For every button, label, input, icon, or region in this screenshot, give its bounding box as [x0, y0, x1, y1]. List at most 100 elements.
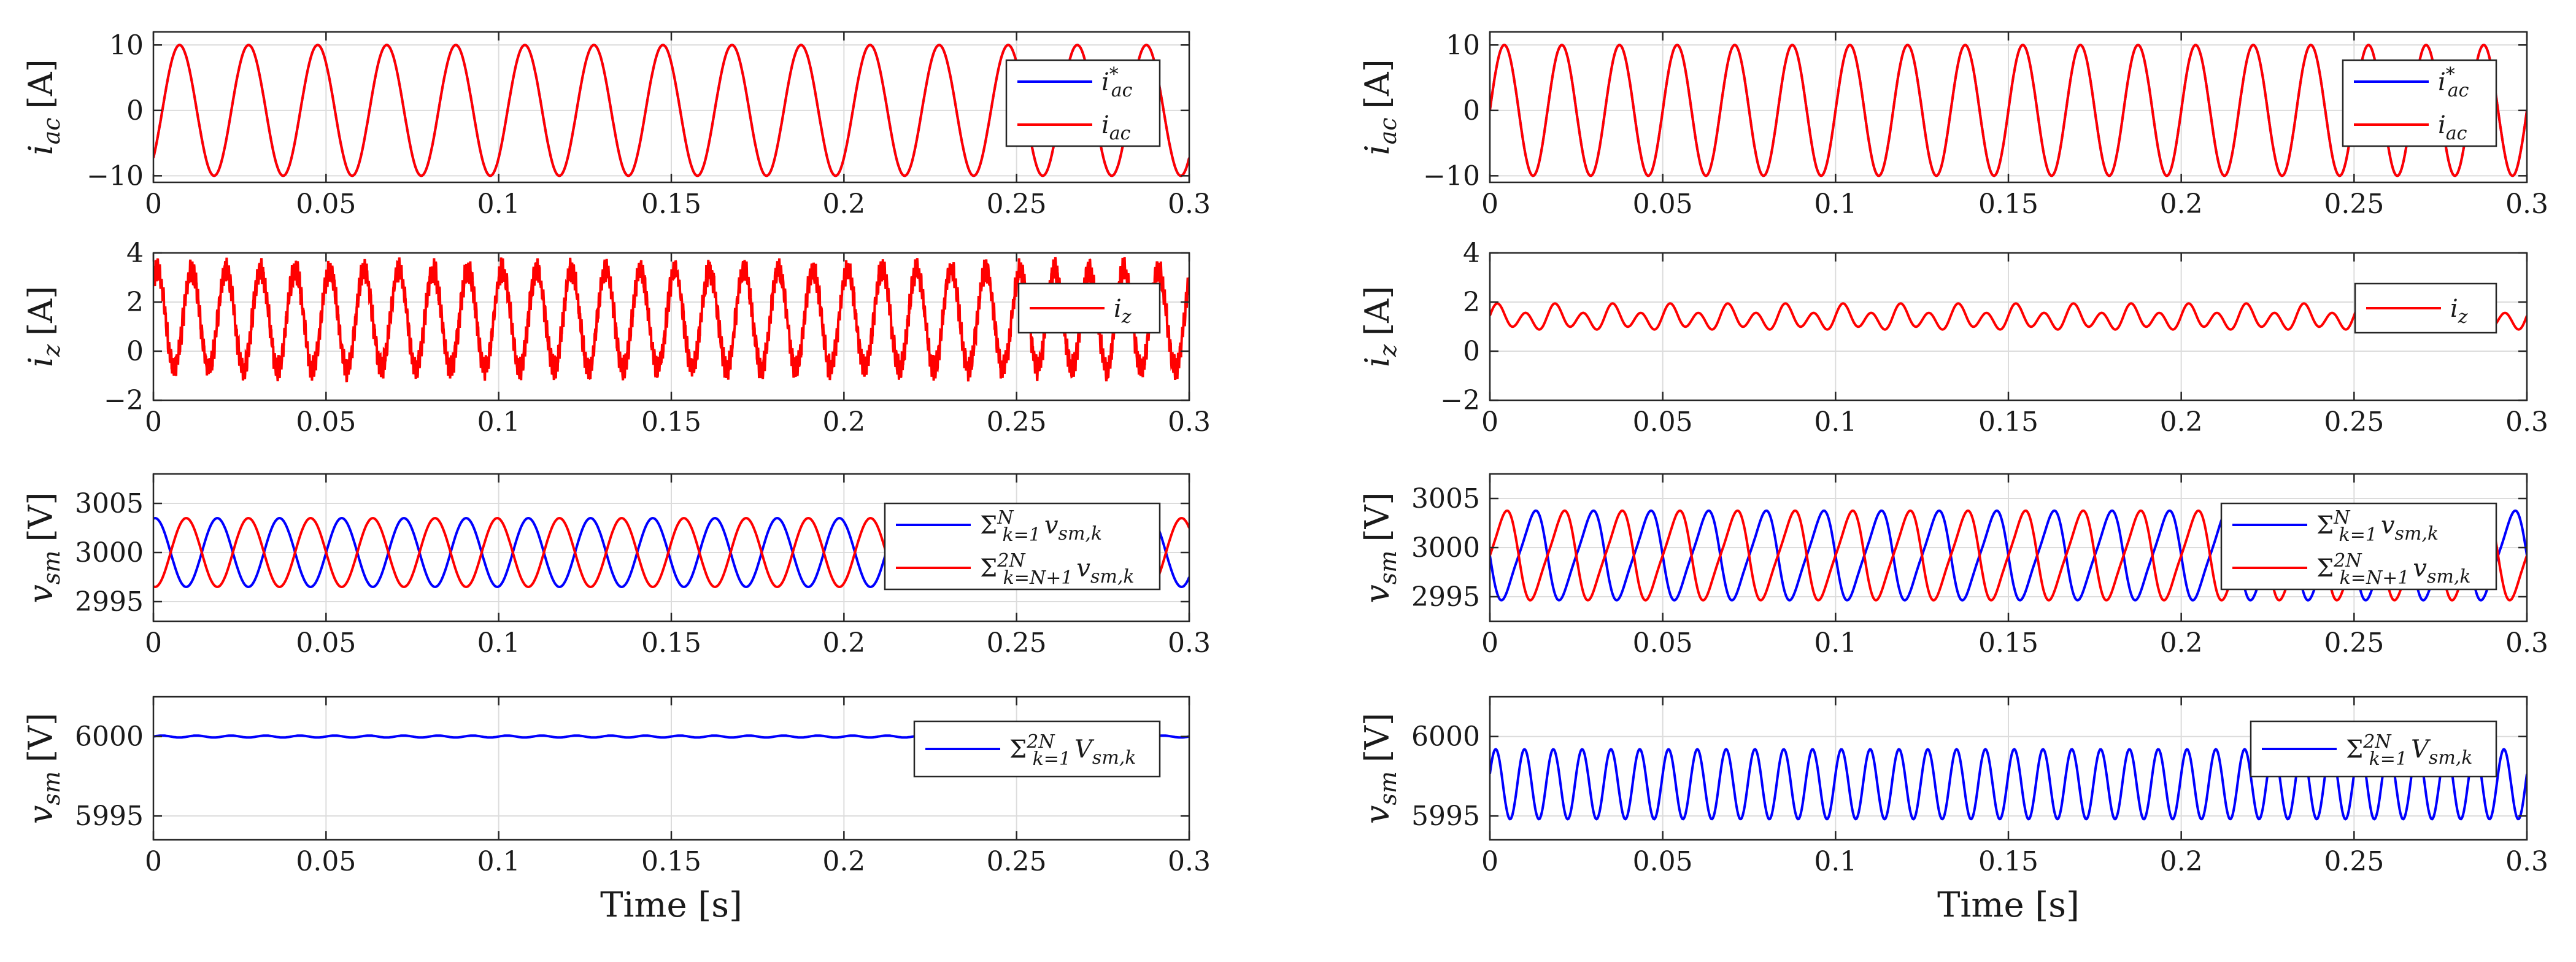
right-vsm-xtick-label-6: 0.3 [2505, 627, 2548, 659]
left-vsm-ytick-label-1: 3000 [75, 537, 144, 568]
left-iz-ytick-label-2: 2 [126, 287, 144, 318]
legend-label: Σ2N k=N+1 vsm,k [2316, 550, 2471, 589]
right-iac-xtick-label-6: 0.3 [2505, 188, 2548, 220]
left-iac-xtick-label-5: 0.25 [987, 188, 1047, 220]
left-vsm-xtick-label-6: 0.3 [1168, 627, 1211, 659]
legend-label: i* ac [1101, 64, 1133, 101]
left-iac-xtick-label-0: 0 [145, 188, 162, 220]
legend-label: iz [2450, 295, 2468, 328]
right-vsum-ytick-label-0: 5995 [1411, 801, 1480, 832]
left-iz-ylabel: iz[A] [21, 286, 65, 367]
left-iac-xtick-label-4: 0.2 [822, 188, 865, 220]
left-iz-ytick-label-1: 0 [126, 336, 144, 367]
right-vsm-xtick-label-0: 0 [1481, 627, 1498, 659]
legend-label: Σ2N k=1 Vsm,k [1009, 731, 1136, 770]
left-vsum-xtick-label-1: 0.05 [296, 846, 356, 877]
left-vsm-xtick-label-0: 0 [145, 627, 162, 659]
left-iac-xtick-label-2: 0.1 [477, 188, 520, 220]
left-iz-series-0 [153, 257, 1189, 382]
left-iac-xtick-label-1: 0.05 [296, 188, 356, 220]
left-vsm-xtick-label-2: 0.1 [477, 627, 520, 659]
right-vsm-legend: ΣN k=1 vsm,k Σ2N k=N+1 vsm,k [2220, 502, 2497, 591]
right-iac-xtick-label-4: 0.2 [2160, 188, 2203, 220]
left-iz-xtick-label-1: 0.05 [296, 406, 356, 438]
legend-label: ΣN k=1 vsm,k [2316, 507, 2439, 546]
legend-label: i* ac [2438, 64, 2469, 101]
left-iac-xtick-label-6: 0.3 [1168, 188, 1211, 220]
right-vsm-ytick-label-2: 3005 [1411, 483, 1480, 514]
left-iac-ytick-label-1: 0 [126, 95, 144, 126]
right-iac-xtick-label-2: 0.1 [1814, 188, 1857, 220]
left-vsum-xlabel: Time [s] [600, 885, 742, 925]
legend-label: ΣN k=1 vsm,k [980, 507, 1102, 546]
right-vsum-legend: Σ2N k=1 Vsm,k [2250, 720, 2497, 778]
right-iac-ytick-label-0: −10 [1423, 160, 1480, 192]
left-iac-legend-box [1005, 59, 1161, 147]
right-iz-series-0 [1490, 302, 2527, 331]
legend-label: iac [1101, 111, 1131, 144]
right-iac-ytick-label-1: 0 [1463, 95, 1480, 126]
right-iac-xtick-label-5: 0.25 [2324, 188, 2384, 220]
right-vsum-ylabel: vsm[V] [1358, 713, 1402, 824]
right-iac-xtick-label-1: 0.05 [1633, 188, 1693, 220]
left-vsum-xtick-label-4: 0.2 [822, 846, 865, 877]
right-vsm-xtick-label-2: 0.1 [1814, 627, 1857, 659]
right-iac-xtick-label-0: 0 [1481, 188, 1498, 220]
legend-label: iac [2438, 111, 2467, 144]
left-vsm-xtick-label-5: 0.25 [987, 627, 1047, 659]
right-iz-ytick-label-1: 0 [1463, 336, 1480, 367]
right-vsm-ylabel: vsm[V] [1358, 492, 1402, 603]
right-iz-xtick-label-4: 0.2 [2160, 406, 2203, 438]
right-vsum-ytick-label-1: 6000 [1411, 721, 1480, 753]
left-vsm-xtick-label-1: 0.05 [296, 627, 356, 659]
left-vsm-xtick-label-3: 0.15 [641, 627, 701, 659]
right-vsum-xtick-label-3: 0.15 [1978, 846, 2038, 877]
left-vsm-ylabel: vsm[V] [21, 492, 65, 603]
left-vsum-xtick-label-3: 0.15 [641, 846, 701, 877]
right-vsum-xlabel: Time [s] [1937, 885, 2080, 925]
right-iz-ylabel: iz[A] [1358, 286, 1402, 367]
legend-label: Σ2N k=1 Vsm,k [2346, 731, 2472, 770]
left-iac-ytick-label-2: 10 [109, 29, 144, 61]
right-vsm-legend-box [2220, 502, 2497, 591]
left-vsum-ytick-label-1: 6000 [75, 721, 144, 753]
right-vsum-xtick-label-5: 0.25 [2324, 846, 2384, 877]
right-vsm-xtick-label-3: 0.15 [1978, 627, 2038, 659]
right-vsum-xtick-label-6: 0.3 [2505, 846, 2548, 877]
right-iz-xtick-label-0: 0 [1481, 406, 1498, 438]
legend-label: iz [1114, 295, 1132, 328]
right-iz-legend: iz [2354, 282, 2497, 334]
right-vsum-xtick-label-2: 0.1 [1814, 846, 1857, 877]
right-iz-xtick-label-6: 0.3 [2505, 406, 2548, 438]
left-iz-ytick-label-0: −2 [104, 385, 144, 416]
right-iz-ytick-label-2: 2 [1463, 287, 1480, 318]
right-iac-legend-box [2342, 59, 2497, 147]
left-vsum-ytick-label-0: 5995 [75, 801, 144, 832]
left-vsum-xtick-label-6: 0.3 [1168, 846, 1211, 877]
legend-layer: i* ac iac iz ΣN k=1 vsm,k Σ2N k=N+1 vsm,k Σ2N k=1 Vs… [884, 59, 2497, 778]
right-vsum-xtick-label-4: 0.2 [2160, 846, 2203, 877]
right-iz-xtick-label-5: 0.25 [2324, 406, 2384, 438]
legend-label: Σ2N k=N+1 vsm,k [980, 550, 1135, 589]
right-vsm-xtick-label-1: 0.05 [1633, 627, 1693, 659]
left-iac-xtick-label-3: 0.15 [641, 188, 701, 220]
right-iz-ytick-label-3: 4 [1463, 238, 1480, 269]
left-iz-ytick-label-3: 4 [126, 238, 144, 269]
left-vsm-legend-box [884, 502, 1161, 591]
left-iac-ylabel: iac[A] [21, 59, 65, 155]
left-iz-xtick-label-4: 0.2 [822, 406, 865, 438]
right-vsm-xtick-label-4: 0.2 [2160, 627, 2203, 659]
right-vsum-xtick-label-0: 0 [1481, 846, 1498, 877]
right-vsum-xtick-label-1: 0.05 [1633, 846, 1693, 877]
left-iac-legend: i* ac iac [1005, 59, 1161, 147]
right-iac-ytick-label-2: 10 [1446, 29, 1480, 61]
left-vsum-ylabel: vsm[V] [21, 713, 65, 824]
right-iz-xtick-label-2: 0.1 [1814, 406, 1857, 438]
right-iz-ytick-label-0: −2 [1440, 385, 1480, 416]
left-iz-xtick-label-5: 0.25 [987, 406, 1047, 438]
left-vsum-legend: Σ2N k=1 Vsm,k [913, 720, 1161, 778]
left-vsum-xtick-label-2: 0.1 [477, 846, 520, 877]
left-vsum-xtick-label-0: 0 [145, 846, 162, 877]
